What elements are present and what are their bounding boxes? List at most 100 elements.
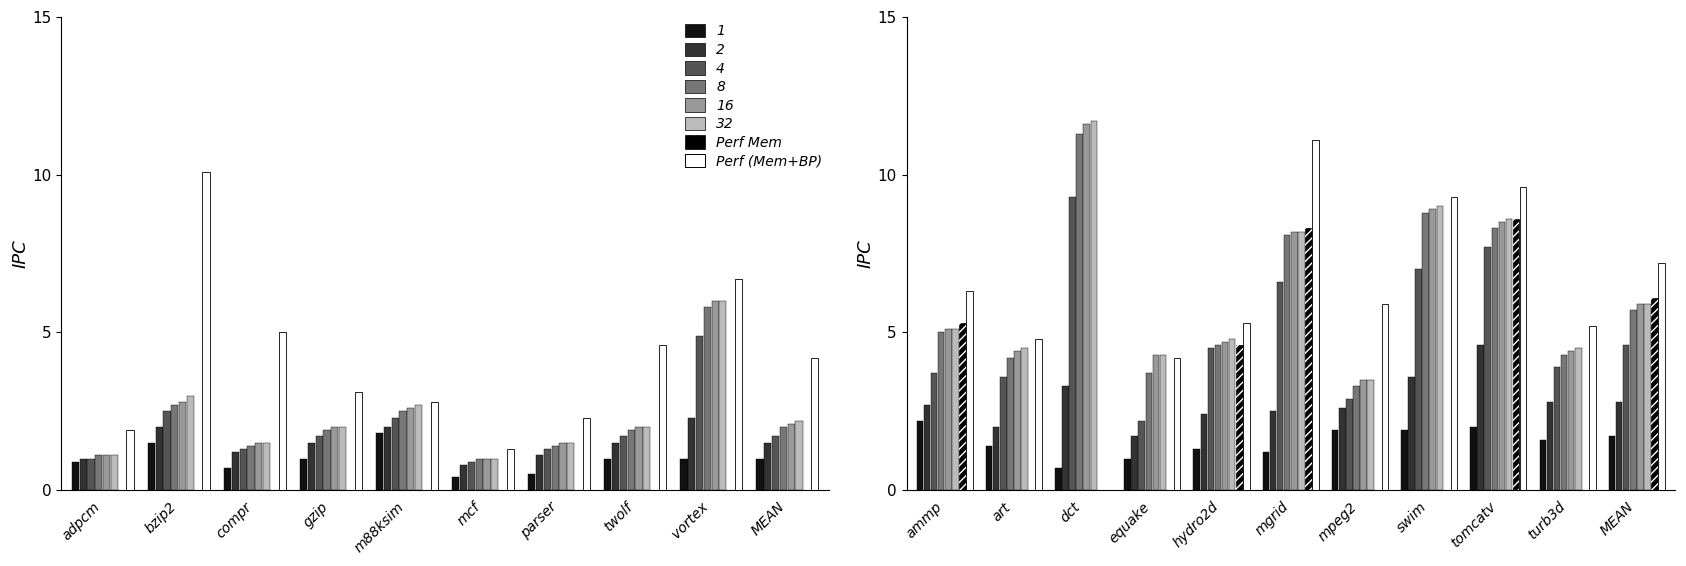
Bar [1236, 345, 1243, 490]
Bar [415, 405, 422, 490]
Bar [566, 443, 575, 490]
Bar [1539, 440, 1546, 490]
Bar [620, 436, 627, 490]
Bar [430, 402, 438, 490]
Bar [1200, 414, 1207, 490]
Bar [1332, 430, 1339, 490]
Bar [164, 411, 170, 490]
Bar [1276, 282, 1283, 490]
Bar [224, 468, 231, 490]
Bar [681, 458, 688, 490]
Bar [324, 430, 330, 490]
Bar [1401, 430, 1408, 490]
Bar [644, 427, 651, 490]
Bar [772, 436, 779, 490]
Bar [452, 478, 459, 490]
Y-axis label: IPC: IPC [856, 239, 875, 268]
Bar [1022, 348, 1028, 490]
Bar [764, 443, 772, 490]
Bar [179, 402, 185, 490]
Bar [391, 418, 400, 490]
Bar [1015, 351, 1020, 490]
Bar [484, 458, 491, 490]
Bar [1624, 345, 1629, 490]
Bar [1521, 187, 1526, 490]
Bar [263, 443, 270, 490]
Bar [1512, 219, 1519, 490]
Bar [248, 446, 255, 490]
Bar [491, 458, 499, 490]
Bar [720, 301, 727, 490]
Bar [1367, 380, 1374, 490]
Bar [1408, 376, 1415, 490]
Bar [659, 345, 666, 490]
Bar [551, 446, 558, 490]
Bar [460, 465, 467, 490]
Bar [1131, 436, 1138, 490]
Bar [1651, 298, 1657, 490]
Bar [1339, 408, 1345, 490]
Bar [560, 443, 566, 490]
Bar [1512, 219, 1519, 490]
Bar [636, 427, 642, 490]
Bar [1138, 421, 1145, 490]
Bar [1270, 411, 1276, 490]
Bar [1153, 354, 1160, 490]
Bar [711, 301, 718, 490]
Bar [1076, 134, 1082, 490]
Bar [330, 427, 339, 490]
Bar [1035, 338, 1042, 490]
Bar [604, 458, 612, 490]
Bar [1630, 310, 1637, 490]
Bar [1207, 348, 1214, 490]
Bar [1214, 345, 1221, 490]
Bar [1173, 358, 1180, 490]
Bar [1298, 231, 1305, 490]
Bar [507, 449, 514, 490]
Bar [339, 427, 346, 490]
Bar [126, 430, 133, 490]
Bar [1423, 213, 1430, 490]
Bar [1305, 228, 1312, 490]
Bar [148, 443, 155, 490]
Bar [1575, 348, 1581, 490]
Bar [1243, 323, 1249, 490]
Bar [88, 458, 94, 490]
Bar [1561, 354, 1568, 490]
Bar [1659, 263, 1664, 490]
Bar [376, 434, 383, 490]
Bar [239, 449, 246, 490]
Bar [703, 307, 711, 490]
Bar [696, 336, 703, 490]
Bar [944, 329, 951, 490]
Bar [1312, 140, 1318, 490]
Bar [787, 424, 794, 490]
Bar [1084, 125, 1089, 490]
Bar [811, 358, 818, 490]
Bar [937, 332, 944, 490]
Bar [1062, 386, 1069, 490]
Bar [1305, 228, 1312, 490]
Bar [1608, 436, 1615, 490]
Bar [528, 474, 536, 490]
Bar [931, 374, 937, 490]
Bar [72, 462, 79, 490]
Bar [1354, 386, 1359, 490]
Bar [1222, 342, 1229, 490]
Bar [959, 323, 966, 490]
Bar [959, 323, 966, 490]
Bar [1644, 304, 1651, 490]
Legend: 1, 2, 4, 8, 16, 32, Perf Mem, Perf (Mem+BP): 1, 2, 4, 8, 16, 32, Perf Mem, Perf (Mem+… [686, 24, 823, 168]
Bar [1470, 427, 1477, 490]
Bar [1285, 235, 1290, 490]
Bar [583, 418, 590, 490]
Bar [1554, 367, 1560, 490]
Bar [1546, 402, 1553, 490]
Bar [1477, 345, 1484, 490]
Bar [1361, 380, 1367, 490]
Bar [300, 458, 307, 490]
Bar [1430, 209, 1436, 490]
Bar [966, 291, 973, 490]
Bar [79, 458, 86, 490]
Bar [155, 427, 164, 490]
